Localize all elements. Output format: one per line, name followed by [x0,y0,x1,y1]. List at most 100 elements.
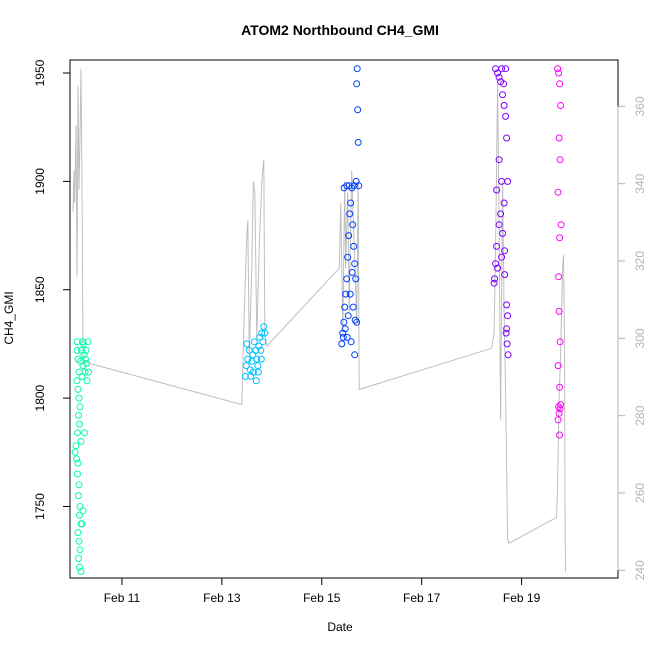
y2-tick-label: 240 [633,560,647,580]
data-point [74,529,82,536]
data-point [81,429,88,437]
data-point [354,138,362,146]
data-point [345,232,353,240]
data-point [503,340,511,348]
y2-tick-label: 320 [633,251,647,271]
data-point [491,275,499,283]
data-point [352,275,360,283]
data-point [498,253,506,261]
x-tick-label: Feb 19 [503,591,541,605]
data-point [351,260,359,268]
data-point [554,188,562,196]
data-point [494,264,502,272]
data-point [492,260,500,268]
data-point [342,290,350,298]
data-point [346,210,354,218]
x-tick-label: Feb 17 [403,591,441,605]
data-point [257,346,265,354]
data-point [249,368,257,376]
data-point [242,362,250,370]
data-point [78,372,86,380]
data-point [74,385,82,393]
data-point [348,268,356,276]
data-point [495,73,503,81]
data-point [554,362,562,370]
data-point [555,134,563,142]
data-point [76,420,83,428]
series-1 [71,338,92,575]
data-point [503,325,511,333]
data-point [504,312,512,320]
data-point [343,275,351,283]
data-point [258,329,266,337]
data-point [344,312,352,320]
data-point [72,442,80,450]
data-point [501,247,509,255]
data-point [557,401,565,409]
data-point [555,69,563,77]
data-point [259,338,267,346]
data-point [73,346,81,354]
data-point [555,273,563,281]
data-point [75,411,82,419]
data-point [493,242,501,250]
data-point [503,301,511,309]
data-point [346,290,354,298]
y-tick-label: 1900 [33,168,47,195]
data-point [499,229,507,237]
data-point [354,106,362,114]
y-tick-label: 1950 [33,59,47,86]
data-point [76,503,84,510]
data-point [341,325,349,333]
data-point [500,80,508,88]
y2-tick-label: 260 [633,483,647,503]
data-point [252,377,260,385]
data-point [555,409,563,417]
data-point [80,340,87,348]
data-point [353,65,361,73]
data-point [499,91,507,99]
ch4-line-trace [72,68,566,572]
data-point [83,359,90,367]
data-point [75,481,83,489]
data-point [503,134,511,142]
data-point [343,333,351,341]
data-point [556,431,564,439]
data-point [556,338,564,346]
data-point [78,520,86,528]
series-5 [554,65,565,439]
data-point [74,470,81,478]
data-point [81,368,89,376]
x-tick-label: Feb 13 [203,591,241,605]
line-layer [72,68,566,572]
chart-title: ATOM2 Northbound CH4_GMI [241,22,439,38]
data-point [73,377,81,385]
data-point [556,405,564,413]
data-point [257,355,265,363]
data-point [351,351,359,359]
data-point [556,156,564,164]
y2-tick-label: 360 [633,96,647,116]
y2-axis: 240 260 280 300 320 340 360 [617,96,647,580]
data-point [502,65,510,73]
data-point [556,234,564,242]
data-point [495,156,503,164]
data-point [341,303,349,311]
y-tick-label: 1800 [33,384,47,411]
data-point [500,102,508,109]
data-point [261,329,269,337]
data-point [557,102,565,109]
data-point [79,507,87,515]
data-point [555,307,563,315]
data-point [355,182,363,190]
data-point [75,537,83,545]
data-point [504,351,512,359]
data-point [71,448,79,456]
data-point [77,357,84,365]
data-point [260,323,268,331]
data-point [557,221,565,229]
data-point [74,429,81,437]
series-2 [241,323,269,385]
data-point [353,80,361,88]
